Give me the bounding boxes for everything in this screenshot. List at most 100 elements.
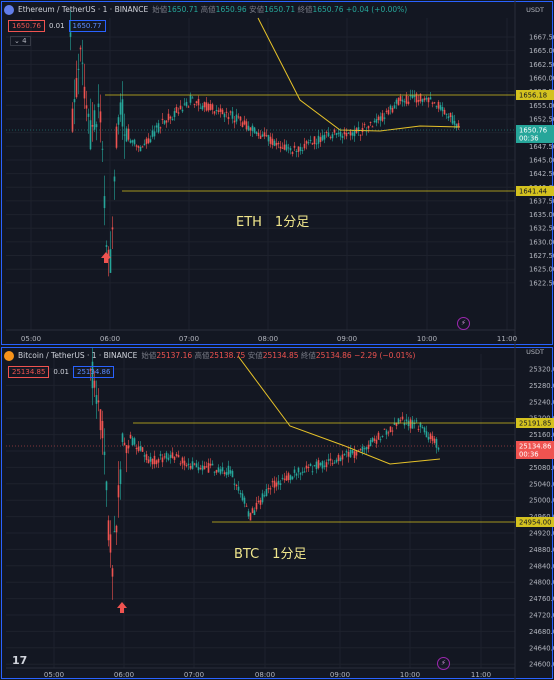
btc-chart-panel[interactable]: 25320.0025280.0025240.0025200.0025160.00… — [0, 346, 554, 680]
chart-focus-border — [1, 347, 553, 679]
candle-body — [381, 435, 384, 437]
candle-body — [349, 131, 352, 136]
candle-body — [287, 473, 290, 481]
candle-body — [167, 457, 170, 460]
candle-body — [375, 119, 378, 123]
candle-body — [231, 470, 234, 478]
candle-body — [303, 471, 306, 473]
candle-body — [299, 473, 302, 475]
eth-indicator-toggle[interactable]: ⌄ 4 — [10, 36, 31, 46]
candle-body — [257, 132, 260, 137]
candle-body — [281, 477, 284, 479]
candle-body — [341, 454, 344, 460]
eth-chart[interactable]: 1667.501665.001662.501660.001657.501655.… — [0, 0, 554, 346]
candle-body — [451, 115, 454, 124]
candle-body — [139, 446, 142, 451]
candle-body — [409, 95, 412, 97]
y-tick-label: 25160.00 — [529, 431, 554, 439]
candle-body — [89, 368, 92, 371]
candle-body — [131, 140, 134, 143]
candle-body — [115, 525, 118, 533]
btc-chart[interactable]: 25320.0025280.0025240.0025200.0025160.00… — [0, 346, 554, 680]
y-tick-label: 1637.50 — [529, 197, 554, 205]
candle-body — [337, 454, 340, 461]
candle-body — [343, 131, 346, 135]
y-tick-label: 1647.50 — [529, 143, 554, 151]
candle-body — [407, 101, 410, 104]
tradingview-logo: 17 — [12, 654, 28, 667]
candle-body — [363, 124, 366, 126]
btc-lightning-icon[interactable]: ⚡ — [437, 657, 450, 670]
candle-body — [223, 472, 226, 474]
level-price-text: 24954.00 — [519, 519, 551, 527]
candle-body — [399, 96, 402, 101]
candle-body — [179, 105, 182, 110]
btc-sell-button[interactable]: 25134.85 — [8, 366, 50, 378]
candle-body — [335, 133, 338, 135]
candle-body — [337, 132, 340, 134]
candle-body — [219, 108, 222, 112]
candle-body — [237, 486, 240, 491]
candle-body — [129, 140, 132, 143]
x-tick-label: 06:00 — [114, 671, 134, 679]
eth-sell-button[interactable]: 1650.76 — [8, 20, 45, 32]
candle-body — [369, 440, 372, 447]
candle-body — [137, 145, 140, 148]
candle-body — [69, 32, 72, 37]
candle-body — [359, 449, 362, 451]
candle-body — [169, 116, 172, 119]
candle-body — [255, 131, 258, 135]
y-tick-label: 24800.00 — [529, 579, 554, 587]
candle-body — [197, 98, 200, 106]
eth-buy-button[interactable]: 1650.77 — [68, 20, 106, 32]
eth-currency-label[interactable]: USDT — [526, 6, 544, 14]
candle-body — [417, 99, 420, 102]
candle-body — [317, 460, 320, 469]
candle-body — [275, 482, 278, 487]
btc-title[interactable]: Bitcoin / TetherUS · 1 · BINANCE — [18, 351, 138, 360]
candle-body — [321, 461, 324, 469]
candle-body — [205, 466, 208, 468]
candle-body — [193, 103, 196, 105]
candle-body — [175, 106, 178, 113]
candle-body — [385, 110, 388, 112]
candle-body — [395, 99, 398, 104]
y-tick-label: 1662.50 — [529, 61, 554, 69]
candle-body — [157, 459, 160, 463]
candle-body — [379, 116, 382, 121]
candle-body — [133, 139, 136, 145]
candle-body — [199, 468, 202, 470]
eth-ohlc: 始値1650.71 高値1650.96 安値1650.71 終値1650.76 … — [152, 5, 408, 14]
candle-body — [185, 465, 188, 467]
candle-body — [217, 110, 220, 112]
candle-body — [135, 447, 138, 450]
candle-body — [269, 488, 272, 490]
candle-body — [319, 137, 322, 143]
candle-body — [155, 125, 158, 128]
candle-body — [295, 473, 298, 476]
btc-ohlc: 始値25137.16 高値25138.75 安値25134.85 終値25134… — [141, 351, 416, 360]
btc-header: Bitcoin / TetherUS · 1 · BINANCE 始値25137… — [4, 350, 415, 361]
candle-body — [207, 103, 210, 111]
eth-title[interactable]: Ethereum / TetherUS · 1 · BINANCE — [18, 5, 149, 14]
candle-body — [307, 466, 310, 468]
candle-body — [283, 144, 286, 150]
eth-lightning-icon[interactable]: ⚡ — [457, 317, 470, 330]
candle-body — [393, 422, 396, 425]
y-tick-label: 1667.50 — [529, 34, 554, 42]
candle-body — [167, 113, 170, 121]
candle-body — [97, 103, 100, 108]
candle-body — [249, 127, 252, 131]
btc-currency-label[interactable]: USDT — [526, 348, 544, 356]
candle-body — [323, 134, 326, 140]
candle-body — [377, 116, 380, 120]
candle-body — [271, 138, 274, 145]
candle-body — [259, 135, 262, 139]
eth-chart-panel[interactable]: 1667.501665.001662.501660.001657.501655.… — [0, 0, 554, 346]
candle-body — [225, 472, 228, 476]
candle-body — [93, 380, 96, 388]
candle-body — [111, 568, 114, 577]
candle-body — [243, 120, 246, 125]
btc-buy-button[interactable]: 25134.86 — [73, 366, 115, 378]
candle-body — [369, 121, 372, 123]
